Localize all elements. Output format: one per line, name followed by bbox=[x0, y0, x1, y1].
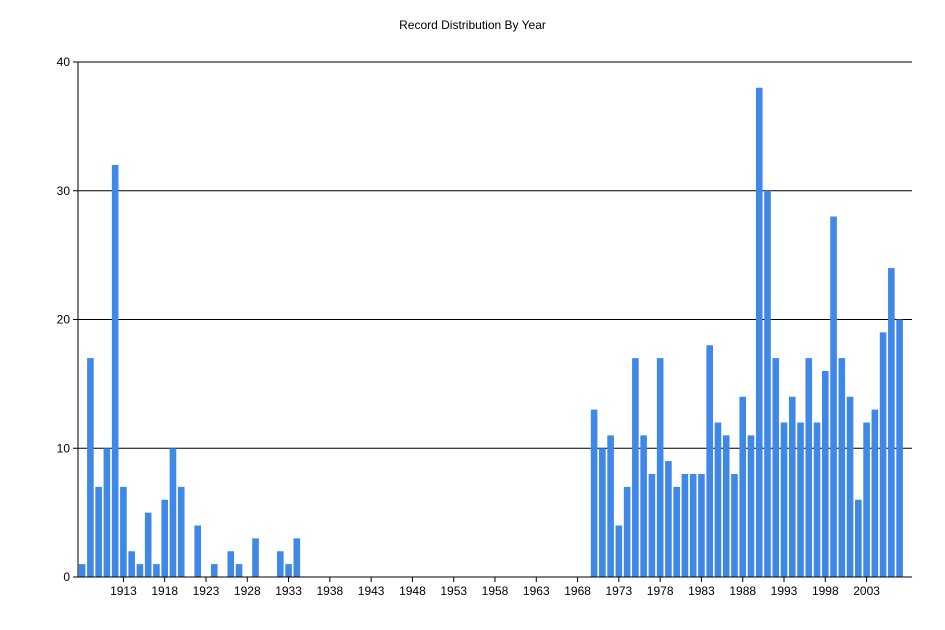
bar-1977 bbox=[648, 474, 656, 577]
bar-1926 bbox=[227, 551, 235, 577]
bar-1934 bbox=[293, 538, 301, 577]
bar-1992 bbox=[772, 358, 780, 577]
x-tick-label-1973: 1973 bbox=[606, 584, 633, 598]
x-tick-label-1983: 1983 bbox=[688, 584, 715, 598]
bar-1917 bbox=[153, 564, 160, 577]
bar-1991 bbox=[764, 190, 771, 577]
bar-1912 bbox=[111, 165, 119, 577]
bar-1996 bbox=[805, 358, 813, 577]
bar-2007 bbox=[896, 319, 903, 577]
bar-2001 bbox=[846, 396, 854, 577]
bar-1994 bbox=[788, 396, 796, 577]
bar-1913 bbox=[120, 486, 127, 577]
bar-1919 bbox=[169, 448, 177, 577]
bar-1924 bbox=[210, 564, 218, 577]
bar-1972 bbox=[607, 435, 614, 577]
x-tick-label-1928: 1928 bbox=[234, 584, 261, 598]
bar-1922 bbox=[194, 525, 202, 577]
bar-1974 bbox=[623, 486, 631, 577]
x-tick-label-1938: 1938 bbox=[316, 584, 343, 598]
bar-1920 bbox=[177, 486, 185, 577]
x-tick-label-1993: 1993 bbox=[771, 584, 798, 598]
bars bbox=[78, 87, 903, 577]
bar-1910 bbox=[95, 486, 102, 577]
bar-1975 bbox=[632, 358, 639, 577]
bar-1976 bbox=[640, 435, 647, 577]
bar-1908 bbox=[78, 564, 86, 577]
x-tick-label-2003: 2003 bbox=[853, 584, 880, 598]
bar-1998 bbox=[821, 371, 829, 577]
bar-1999 bbox=[830, 216, 837, 577]
bar-1909 bbox=[87, 358, 94, 577]
x-tick-label-1978: 1978 bbox=[647, 584, 674, 598]
bar-2005 bbox=[879, 332, 887, 577]
x-tick-label-1953: 1953 bbox=[440, 584, 467, 598]
y-tick-label-40: 40 bbox=[57, 55, 71, 69]
bar-1914 bbox=[128, 551, 135, 577]
x-tick-label-1963: 1963 bbox=[523, 584, 550, 598]
bar-1979 bbox=[665, 461, 672, 577]
bar-1987 bbox=[731, 474, 738, 577]
x-tick-label-1923: 1923 bbox=[193, 584, 220, 598]
x-tick-label-1918: 1918 bbox=[151, 584, 178, 598]
x-tick-label-1968: 1968 bbox=[564, 584, 591, 598]
bar-2000 bbox=[838, 358, 846, 577]
bar-1916 bbox=[144, 512, 152, 577]
x-tick-label-1943: 1943 bbox=[358, 584, 385, 598]
gridlines bbox=[78, 61, 912, 449]
bar-2004 bbox=[871, 409, 879, 577]
y-tick-label-30: 30 bbox=[57, 184, 71, 198]
x-tick-label-1998: 1998 bbox=[812, 584, 839, 598]
bar-1995 bbox=[797, 422, 804, 577]
x-tick-label-1948: 1948 bbox=[399, 584, 426, 598]
y-tick-label-20: 20 bbox=[57, 313, 71, 327]
bar-1973 bbox=[615, 525, 623, 577]
bar-1980 bbox=[673, 486, 680, 577]
chart-title: Record Distribution By Year bbox=[399, 18, 546, 32]
bar-1988 bbox=[739, 396, 747, 577]
x-tick-label-1933: 1933 bbox=[275, 584, 302, 598]
y-tick-label-0: 0 bbox=[63, 570, 70, 584]
y-tick-label-10: 10 bbox=[57, 441, 71, 455]
x-tick-label-1913: 1913 bbox=[110, 584, 137, 598]
bar-1981 bbox=[681, 474, 689, 577]
bar-1986 bbox=[722, 435, 730, 577]
bar-1971 bbox=[599, 448, 606, 577]
bar-1915 bbox=[136, 564, 144, 577]
bar-1985 bbox=[714, 422, 722, 577]
x-tick-label-1988: 1988 bbox=[729, 584, 756, 598]
bar-1933 bbox=[285, 564, 292, 577]
x-tick-label-1958: 1958 bbox=[482, 584, 509, 598]
bar-2002 bbox=[855, 499, 862, 577]
bar-1978 bbox=[656, 358, 664, 577]
bar-1929 bbox=[252, 538, 259, 577]
bar-1982 bbox=[689, 474, 697, 577]
y-tick-labels: 0 10 20 30 40 bbox=[57, 55, 78, 584]
bar-2006 bbox=[888, 268, 895, 577]
bar-1932 bbox=[277, 551, 284, 577]
bar-1990 bbox=[755, 87, 763, 577]
bar-1911 bbox=[103, 448, 111, 577]
bar-1918 bbox=[161, 499, 169, 577]
bar-1970 bbox=[590, 409, 598, 577]
bar-1927 bbox=[235, 564, 243, 577]
bar-1997 bbox=[813, 422, 821, 577]
bar-1993 bbox=[780, 422, 788, 577]
x-tick-labels: 1913 1918 1923 1928 1933 1938 1943 1948 1953 1958… bbox=[110, 577, 880, 598]
bar-1989 bbox=[747, 435, 755, 577]
bar-1983 bbox=[698, 474, 705, 577]
bar-1984 bbox=[706, 345, 713, 577]
bar-2003 bbox=[863, 422, 870, 577]
